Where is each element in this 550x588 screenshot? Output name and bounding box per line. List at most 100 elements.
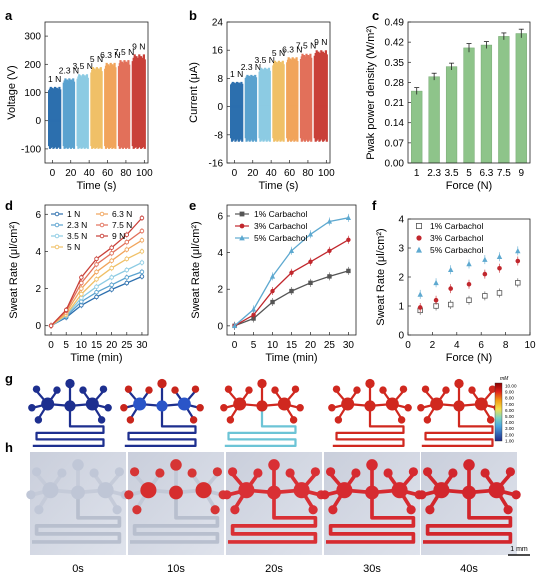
colorbar-tick-label: 8.00: [505, 396, 514, 401]
data-point: [416, 246, 422, 253]
signal-segment: [62, 78, 76, 149]
reservoir: [155, 468, 165, 478]
segment-label: 2.3 N: [241, 62, 261, 72]
reservoir: [124, 385, 133, 393]
reservoir: [79, 386, 87, 394]
y-tick-label: 4: [398, 215, 404, 226]
reservoir: [291, 385, 300, 393]
reservoir: [130, 467, 140, 477]
y-tick-label: 6: [217, 211, 223, 222]
reservoir: [268, 459, 280, 471]
panel-letter-d: d: [5, 198, 13, 213]
data-point: [482, 256, 488, 262]
x-tick-label: 0: [405, 340, 411, 351]
x-axis-label: Time (min): [70, 352, 122, 364]
x-tick-label: 2.3: [427, 168, 441, 179]
y-tick-label: 3: [398, 244, 404, 255]
data-point: [448, 286, 454, 291]
reservoir: [505, 467, 515, 477]
data-point: [239, 235, 245, 241]
y-tick-label: 0.35: [385, 58, 405, 69]
photo-time-label: 40s: [460, 563, 478, 575]
x-tick-label: 15: [91, 340, 103, 351]
collection-chamber: [85, 397, 99, 411]
data-point: [139, 238, 145, 243]
data-point: [417, 305, 423, 310]
data-point: [308, 280, 313, 286]
signal-segment: [48, 86, 62, 149]
bar: [498, 36, 510, 164]
panel-letter-a: a: [5, 8, 13, 23]
data-point: [139, 215, 145, 221]
y-tick-label: 8: [217, 74, 223, 85]
collection-chamber: [364, 400, 376, 412]
collection-chamber: [365, 485, 379, 500]
chart-f: 1% Carbachol 3% Carbachol 5% Carbachol 0 1 2 3…: [375, 215, 536, 365]
reservoir: [326, 467, 336, 477]
x-tick-label: 5: [251, 340, 257, 351]
data-point: [124, 239, 130, 245]
collection-chamber: [140, 482, 157, 499]
x-tick-label: 4: [454, 340, 460, 351]
segment-label: 5 N: [90, 54, 103, 64]
collection-chamber: [195, 482, 212, 499]
bar: [411, 90, 423, 164]
y-tick-label: 0: [398, 331, 404, 342]
x-tick-label: 7.5: [497, 168, 511, 179]
microfluidic-device: [120, 378, 204, 448]
collection-chamber: [453, 400, 465, 412]
panel-letter-f: f: [372, 198, 377, 213]
collection-chamber: [474, 397, 488, 411]
y-tick-label: 1: [398, 302, 404, 313]
reservoir: [423, 467, 433, 477]
reservoir: [97, 416, 106, 424]
plot-frame-b: [226, 21, 331, 164]
collection-chamber: [430, 397, 444, 411]
x-tick-label: 20: [305, 340, 317, 351]
data-point: [94, 262, 99, 267]
legend-marker: [54, 222, 60, 228]
reservoir: [408, 467, 418, 477]
reservoir: [104, 404, 112, 412]
data-point: [79, 275, 84, 280]
x-tick-label: 0: [48, 340, 54, 351]
x-tick-label: 100: [136, 168, 153, 179]
collection-chamber: [293, 482, 310, 499]
signal-segment: [131, 54, 146, 149]
reservoir: [196, 404, 204, 412]
data-point: [466, 261, 472, 267]
y-tick-label: 0.14: [385, 118, 405, 129]
segment-label: 3.5 N: [255, 55, 275, 65]
reservoir: [332, 385, 341, 393]
data-point: [139, 260, 145, 265]
reservoir: [187, 468, 197, 478]
signal-segment: [299, 53, 313, 142]
reservoir: [226, 416, 235, 424]
x-tick-label: 0: [50, 168, 56, 179]
data-point: [515, 248, 521, 254]
x-tick-label: 25: [121, 340, 133, 351]
data-point: [269, 273, 276, 279]
bar: [445, 66, 458, 164]
y-axis-label: Sweat Rate (μl/cm²): [8, 221, 20, 318]
reservoir: [65, 378, 75, 389]
legend-marker: [99, 222, 105, 228]
reservoir: [488, 385, 497, 393]
x-tick-label: 1: [414, 168, 420, 179]
reservoir: [120, 404, 128, 412]
y-tick-label: 0: [35, 321, 41, 332]
reservoir: [423, 416, 432, 424]
data-point: [124, 256, 130, 262]
bar: [428, 76, 440, 164]
data-point: [307, 231, 314, 237]
collection-chamber: [71, 485, 85, 500]
data-point: [124, 247, 130, 252]
reservoir: [480, 468, 490, 478]
y-tick-label: -100: [21, 144, 41, 155]
collection-chamber: [462, 485, 476, 500]
data-point: [515, 258, 521, 264]
microfluidic-device: [417, 378, 501, 448]
y-axis-label: Voltage (V): [6, 65, 18, 119]
x-tick-label: 40: [84, 168, 96, 179]
collection-chamber: [391, 482, 408, 499]
